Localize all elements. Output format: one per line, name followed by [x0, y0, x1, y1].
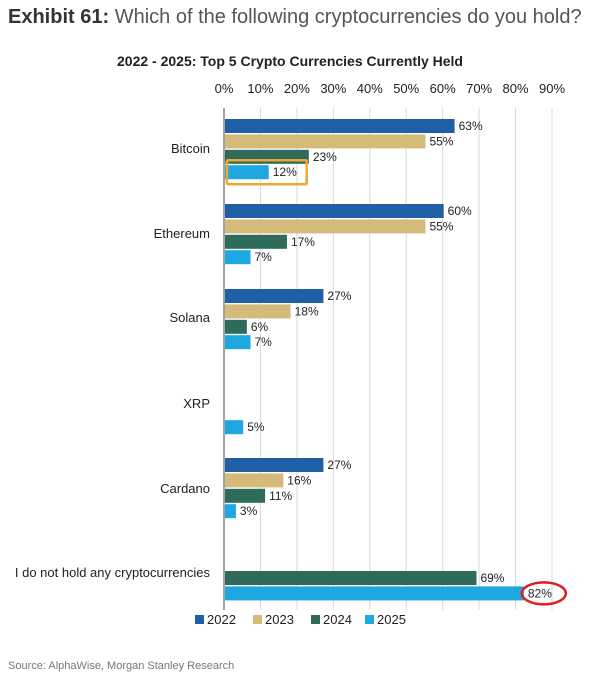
- category-label-ethereum: Ethereum: [154, 226, 210, 241]
- data-label-i-do-not-hold-any-cryptocurrencies-2025: 82%: [528, 586, 552, 600]
- bar-bitcoin-2023: [225, 134, 426, 149]
- bar-cardano-2023: [225, 473, 284, 488]
- legend-label-2022: 2022: [207, 612, 236, 627]
- bar-cardano-2025: [225, 504, 236, 519]
- legend-swatch-2023: [253, 615, 262, 624]
- x-tick-label: 30%: [320, 81, 346, 96]
- bar-cardano-2022: [225, 458, 324, 472]
- legend-swatch-2025: [365, 615, 374, 624]
- data-label-bitcoin-2025: 12%: [273, 165, 297, 179]
- category-label-i-do-not-hold-any-cryptocurrencies: I do not hold any cryptocurrencies: [15, 565, 211, 580]
- data-label-cardano-2024: 11%: [269, 489, 292, 503]
- highlight-box-bitcoin-2025: [225, 158, 308, 186]
- x-tick-label: 10%: [247, 81, 273, 96]
- bar-xrp-2025: [225, 420, 244, 435]
- data-label-bitcoin-2024: 23%: [313, 150, 337, 164]
- bar-ethereum-2022: [225, 204, 444, 218]
- category-label-xrp: XRP: [183, 396, 210, 411]
- x-tick-label: 40%: [357, 81, 383, 96]
- legend-label-2023: 2023: [265, 612, 294, 627]
- x-tick-label: 0%: [215, 81, 234, 96]
- data-label-bitcoin-2022: 63%: [459, 119, 483, 133]
- source-note: Source: AlphaWise, Morgan Stanley Resear…: [8, 660, 235, 672]
- x-tick-label: 20%: [284, 81, 310, 96]
- data-label-ethereum-2023: 55%: [429, 219, 453, 233]
- data-label-solana-2022: 27%: [327, 289, 351, 303]
- legend-swatch-2022: [195, 615, 204, 624]
- data-label-cardano-2023: 16%: [287, 473, 311, 487]
- exhibit-label: Exhibit 61:: [8, 6, 110, 28]
- data-label-ethereum-2025: 7%: [255, 250, 273, 264]
- data-label-xrp-2025: 5%: [247, 420, 265, 434]
- exhibit-question: Which of the following cryptocurrencies …: [114, 6, 582, 28]
- legend-swatch-2024: [311, 615, 320, 624]
- data-label-bitcoin-2023: 55%: [429, 134, 453, 148]
- data-label-ethereum-2024: 17%: [291, 235, 315, 249]
- bar-chart: 2022 - 2025: Top 5 Crypto Currencies Cur…: [15, 53, 568, 627]
- bar-ethereum-2025: [225, 250, 251, 265]
- bar-solana-2022: [225, 289, 324, 303]
- bar-solana-2024: [225, 319, 247, 334]
- x-tick-label: 80%: [503, 81, 529, 96]
- data-label-solana-2023: 18%: [295, 304, 319, 318]
- category-label-bitcoin: Bitcoin: [171, 141, 210, 156]
- data-label-i-do-not-hold-any-cryptocurrencies-2024: 69%: [480, 571, 504, 585]
- x-tick-label: 60%: [430, 81, 456, 96]
- x-tick-label: 70%: [466, 81, 492, 96]
- bar-i-do-not-hold-any-cryptocurrencies-2024: [225, 571, 477, 585]
- data-label-solana-2025: 7%: [255, 335, 273, 349]
- legend-label-2025: 2025: [377, 612, 406, 627]
- x-tick-label: 90%: [539, 81, 565, 96]
- bar-solana-2023: [225, 304, 291, 319]
- bar-solana-2025: [225, 335, 251, 350]
- legend-label-2024: 2024: [323, 612, 352, 627]
- exhibit-header: Exhibit 61: Which of the following crypt…: [8, 6, 582, 29]
- highlight-circle-82: [520, 581, 568, 606]
- bar-bitcoin-2025: [225, 165, 269, 180]
- bar-bitcoin-2022: [225, 119, 455, 133]
- category-label-cardano: Cardano: [160, 481, 210, 496]
- bar-bitcoin-2024: [225, 149, 309, 164]
- chart-title: 2022 - 2025: Top 5 Crypto Currencies Cur…: [117, 53, 463, 69]
- x-tick-label: 50%: [393, 81, 419, 96]
- bar-ethereum-2023: [225, 219, 426, 234]
- category-label-solana: Solana: [170, 310, 211, 325]
- bar-ethereum-2024: [225, 234, 287, 249]
- data-label-cardano-2022: 27%: [327, 458, 351, 472]
- data-label-cardano-2025: 3%: [240, 504, 258, 518]
- bar-cardano-2024: [225, 488, 266, 503]
- bar-i-do-not-hold-any-cryptocurrencies-2025: [225, 586, 524, 601]
- data-label-ethereum-2022: 60%: [448, 204, 472, 218]
- data-label-solana-2024: 6%: [251, 320, 269, 334]
